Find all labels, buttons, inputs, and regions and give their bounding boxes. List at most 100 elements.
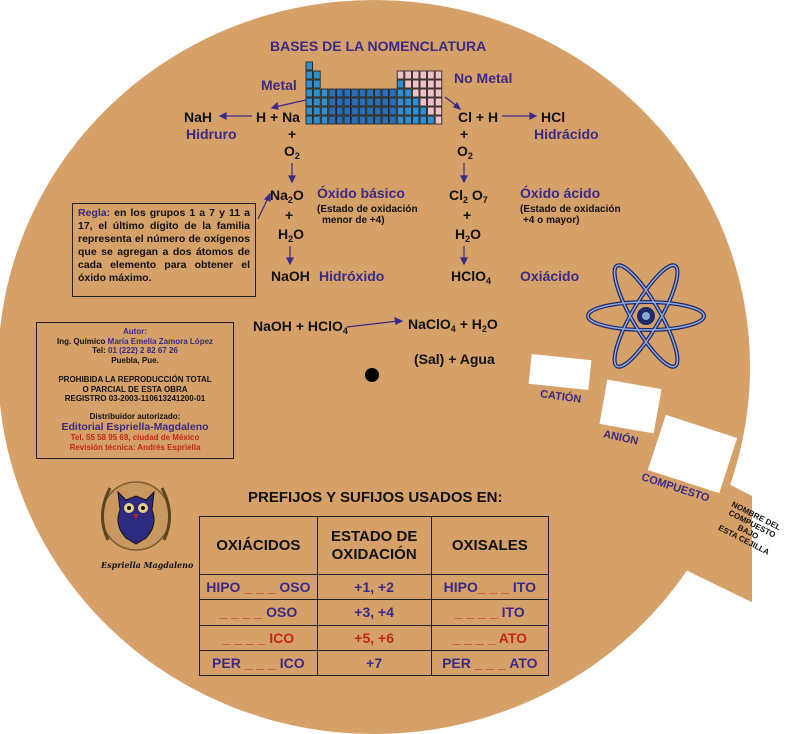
author-name-line: Ing. Químico María Emelia Zamora López <box>37 337 233 347</box>
o2-text: O <box>284 143 295 159</box>
state-cell-2: +3, +4 <box>316 599 432 626</box>
periodic-cell <box>351 88 359 98</box>
salt-cell-4: PER _ _ _ ATO <box>430 649 550 677</box>
periodic-cell <box>374 115 382 125</box>
periodic-cell <box>305 97 313 107</box>
periodic-cell <box>381 106 389 116</box>
table-row: HIPO _ _ _ OSO +1, +2 HIPO_ _ _ ITO <box>199 573 550 601</box>
periodic-cell <box>358 88 367 98</box>
periodic-cell <box>412 88 420 98</box>
acid-cell-1: HIPO _ _ _ OSO <box>199 573 318 601</box>
periodic-cell <box>305 61 313 71</box>
periodic-cell <box>313 97 321 107</box>
salt-suffix-4: ATO <box>509 654 538 671</box>
periodic-cell <box>434 115 443 125</box>
o2-formula: O2 <box>284 143 300 161</box>
pivot-hole-icon <box>365 368 379 382</box>
reaction-left: NaOH + HClO4 <box>253 318 348 336</box>
acid-blank-2: _ _ _ _ <box>219 604 263 621</box>
disc-shape[interactable] <box>0 0 750 734</box>
author-prefix: Ing. Químico <box>56 336 106 346</box>
header-oxisales: OXISALES <box>430 516 550 575</box>
cl2o7-sub2: 7 <box>482 195 488 205</box>
periodic-cell <box>434 79 443 89</box>
table-row: _ _ _ _ OSO +3, +4 _ _ _ _ ITO <box>199 599 550 626</box>
prohibida-1: PROHIBIDA LA REPRODUCCIÓN TOTAL <box>58 375 212 384</box>
na2o-formula: Na2O <box>270 187 304 205</box>
salt-prefix-4: PER <box>442 654 471 671</box>
oxiacido-label: Oxiácido <box>520 268 580 284</box>
periodic-cell <box>374 88 382 98</box>
periodic-cell <box>320 97 329 107</box>
table-title: PREFIJOS Y SUFIJOS USADOS EN: <box>248 489 503 506</box>
periodic-cell <box>412 115 420 125</box>
periodic-cell <box>328 115 336 125</box>
h2o-o: O <box>293 226 305 242</box>
periodic-cell <box>396 106 405 116</box>
periodic-cell <box>412 106 420 116</box>
periodic-cell <box>404 70 412 80</box>
o2r-text: O <box>457 143 468 159</box>
periodic-cell <box>351 97 359 107</box>
h2o-h: H <box>278 226 289 242</box>
periodic-cell <box>396 97 405 107</box>
estado-acido-1: (Estado de oxidación <box>520 204 621 215</box>
hidroxido-label: Hidróxido <box>319 268 385 284</box>
author-box: Autor: Ing. Químico María Emelia Zamora … <box>36 322 234 459</box>
periodic-cell <box>313 115 321 125</box>
reaction-right-b: + H <box>459 316 482 332</box>
acid-blank-3: _ _ _ _ <box>222 629 266 646</box>
salt-suffix-1: ITO <box>512 579 536 596</box>
periodic-cell <box>335 97 344 107</box>
periodic-cell <box>335 88 344 98</box>
acid-cell-3: _ _ _ _ ICO <box>199 624 318 651</box>
nah-formula: NaH <box>184 109 213 125</box>
metal-label: Metal <box>261 77 297 93</box>
periodic-cell <box>351 106 359 116</box>
tel-label: Tel: <box>92 346 106 355</box>
table-row: _ _ _ _ ICO +5, +6 _ _ _ _ ATO <box>199 624 550 651</box>
h2or-sub: 2 <box>465 234 471 244</box>
autor-label: Autor: <box>123 327 147 336</box>
periodic-cell <box>427 88 435 98</box>
acid-suffix-3: ICO <box>269 629 295 646</box>
salt-cell-1: HIPO_ _ _ ITO <box>430 573 550 601</box>
h2o-sub: 2 <box>288 234 294 244</box>
periodic-cell <box>389 97 397 107</box>
acid-prefix-1: HIPO <box>206 579 241 596</box>
prohibida-2: O PARCIAL DE ESTA OBRA <box>82 384 188 394</box>
acid-blank-1: _ _ _ <box>244 579 276 596</box>
periodic-cell <box>328 97 336 107</box>
periodic-cell <box>434 70 443 80</box>
table-header-row: OXIÁCIDOS ESTADO DE OXIDACIÓN OXISALES <box>199 516 550 575</box>
salt-blank-3: _ _ _ _ <box>452 629 496 646</box>
periodic-cell <box>366 88 374 98</box>
prefix-suffix-table: OXIÁCIDOS ESTADO DE OXIDACIÓN OXISALES H… <box>199 516 550 677</box>
reaction-right: NaClO4 + H2O <box>408 316 498 334</box>
logo-text: Espriella Magdaleno <box>101 560 194 570</box>
periodic-cell <box>427 79 435 89</box>
periodic-cell <box>366 106 374 116</box>
header-oxiacidos: OXIÁCIDOS <box>199 516 318 575</box>
estado-basico-1: (Estado de oxidación <box>317 204 418 215</box>
oxido-basico-label: Óxido básico <box>317 185 405 201</box>
periodic-cell <box>328 88 336 98</box>
periodic-cell <box>374 97 382 107</box>
periodic-cell <box>419 106 427 116</box>
author-tel: 01 (222) 2 82 67 26 <box>108 346 178 355</box>
periodic-cell <box>313 79 321 89</box>
periodic-cell <box>396 70 405 80</box>
periodic-cell <box>404 106 412 116</box>
periodic-cell <box>419 115 427 125</box>
h2or-h: H <box>455 226 466 242</box>
distribuidor-label: Distribuidor autorizado: <box>89 411 181 421</box>
periodic-cell <box>343 106 351 116</box>
periodic-cell <box>404 88 412 98</box>
periodic-cell <box>335 115 344 125</box>
reaction-right-c: O <box>486 316 498 332</box>
periodic-cell <box>335 106 344 116</box>
sal-agua-label: (Sal) + Agua <box>414 351 495 367</box>
periodic-cell <box>358 115 367 125</box>
hclo4-text: HClO <box>451 268 486 284</box>
periodic-cell <box>381 97 389 107</box>
